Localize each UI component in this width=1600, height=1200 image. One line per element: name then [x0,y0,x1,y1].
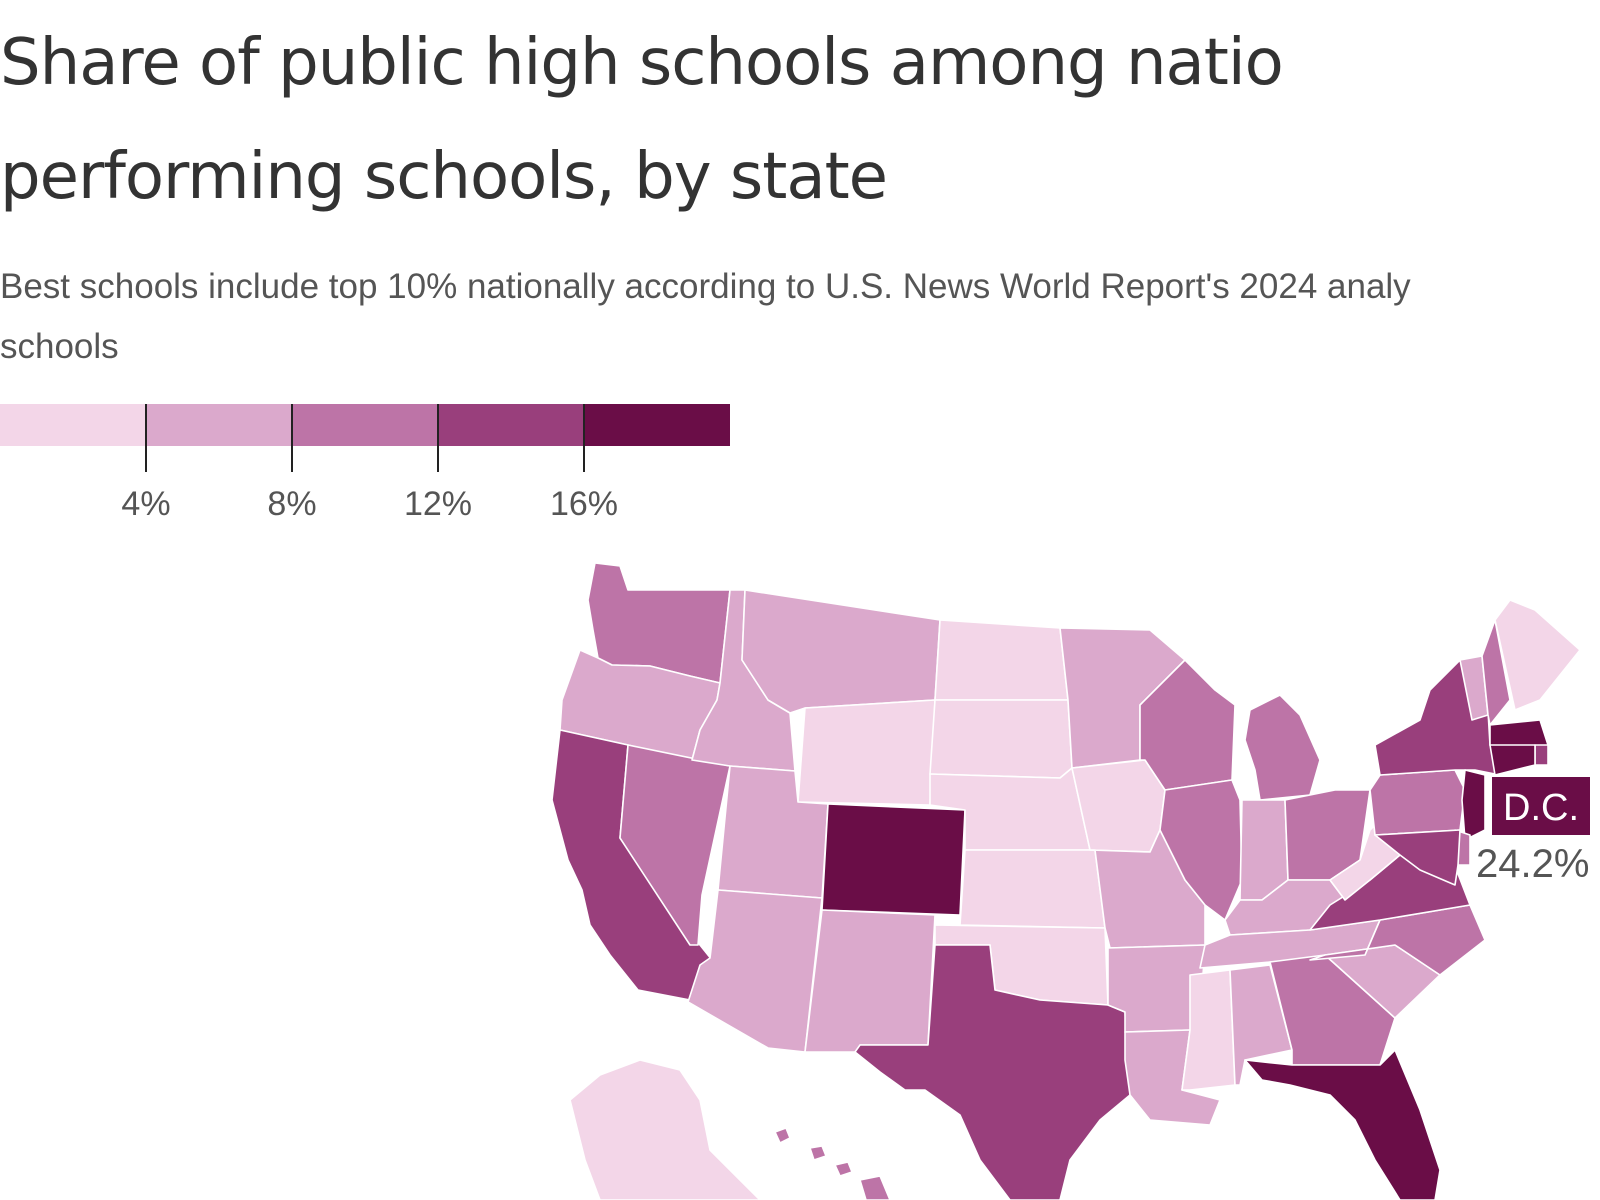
state-ms[interactable] [1181,969,1236,1091]
title-line-1: Share of public high schools among natio [0,26,1284,100]
state-hi[interactable] [859,1175,891,1200]
state-me[interactable] [1494,599,1581,711]
legend-swatch [292,404,438,446]
state-ri[interactable] [1534,744,1549,766]
state-pa[interactable] [1369,769,1466,836]
legend-swatch [146,404,292,446]
legend-swatch [0,404,146,446]
state-wy[interactable] [797,699,936,806]
state-az[interactable] [687,889,823,1053]
chart-subtitle: Best schools include top 10% nationally … [0,257,1600,377]
state-nm[interactable] [804,909,936,1053]
state-md[interactable] [1374,829,1461,886]
legend-tick-label: 16% [550,485,618,523]
dc-label: D.C. [1490,775,1592,837]
title-line-2: performing schools, by state [0,140,888,214]
subtitle-line-2: schools [0,327,119,366]
color-legend: 4% 8% 12% 16% [0,404,730,523]
state-fl[interactable] [1244,1049,1441,1200]
state-ak[interactable] [569,1059,761,1200]
state-nc[interactable] [1309,904,1486,976]
chart-title: Share of public high schools among natio… [0,6,1600,234]
legend-swatch [438,404,584,446]
state-mi[interactable] [1244,694,1321,801]
state-sd[interactable] [929,699,1073,779]
state-nh[interactable] [1481,619,1511,726]
state-nd[interactable] [934,619,1069,701]
subtitle-line-1: Best schools include top 10% nationally … [0,267,1411,306]
state-hi[interactable] [834,1161,853,1177]
state-ct[interactable] [1489,744,1536,776]
state-nj[interactable] [1461,769,1486,841]
legend-tick-label: 8% [267,485,316,523]
dc-value: 24.2% [1476,842,1590,886]
state-ks[interactable] [959,849,1106,929]
legend-swatch [584,404,730,446]
state-shapes [551,562,1581,1200]
legend-tick-label: 4% [121,485,170,523]
state-co[interactable] [821,803,966,916]
legend-tick-label: 12% [404,485,472,523]
state-hi[interactable] [774,1127,791,1144]
state-mo[interactable] [1089,829,1206,949]
state-tx[interactable] [854,944,1131,1200]
state-hi[interactable] [809,1145,827,1161]
state-mt[interactable] [741,589,941,714]
